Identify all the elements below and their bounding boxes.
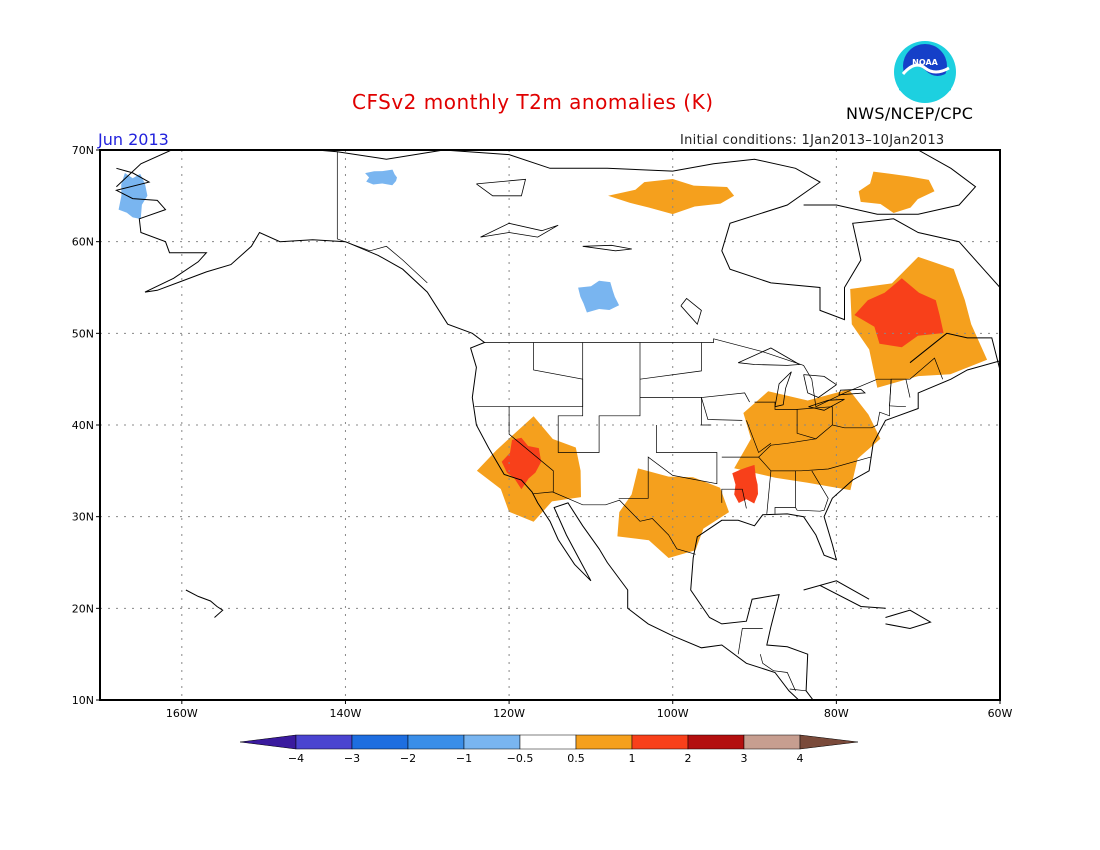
anomaly-region-alaska-cool: [118, 173, 148, 219]
border-line: [532, 491, 696, 555]
anomaly-region-southwest-us-hot: [501, 437, 542, 490]
coastlines: [114, 150, 1000, 700]
anomaly-region-labrador-warm: [858, 171, 935, 213]
lake-outline: [803, 374, 838, 398]
colorbar-swatch: [351, 734, 409, 750]
colorbar-swatch: [687, 734, 745, 750]
forecast-month: Jun 2013: [98, 130, 169, 149]
agency-label: NWS/NCEP/CPC: [846, 104, 974, 123]
colorbar-label: 4: [797, 752, 804, 765]
colorbar-swatch: [631, 734, 689, 750]
lat-tick-label: 30N: [72, 511, 94, 524]
border-line: [618, 425, 718, 499]
border-line: [759, 654, 796, 691]
lake-outline: [480, 222, 559, 238]
border-line: [639, 342, 702, 380]
latitude-ticks: 70N 60N 50N 40N 30N 20N 10N: [72, 144, 100, 707]
lake-outline: [838, 388, 866, 396]
anomaly-region-northern-canada-warm: [608, 179, 735, 215]
coastline: [909, 332, 1000, 371]
map-title: CFSv2 monthly T2m anomalies (K): [352, 90, 714, 114]
colorbar-label: 2: [685, 752, 692, 765]
longitude-ticks: 160W 140W 120W 100W 80W 60W: [166, 700, 1013, 720]
lake-outline: [476, 178, 527, 197]
border-line: [795, 470, 829, 512]
noaa-logo-icon: NOAA: [894, 41, 956, 103]
border-line: [336, 151, 428, 284]
anomaly-region-quebec-hot: [854, 278, 944, 348]
border-line: [557, 342, 641, 453]
colorbar-swatch: [575, 734, 633, 750]
anomaly-region-south-central-us-warm: [617, 468, 729, 558]
border-line: [721, 488, 747, 509]
lon-tick-label: 60W: [988, 707, 1013, 720]
colorbar-swatch: [463, 734, 521, 750]
coastline: [690, 360, 1000, 700]
lon-tick-label: 100W: [657, 707, 689, 720]
border-line: [766, 470, 796, 514]
lat-tick-label: 60N: [72, 236, 94, 249]
lat-tick-label: 10N: [72, 694, 94, 707]
colorbar-swatch: [295, 734, 353, 750]
coastline: [803, 150, 977, 215]
logo-text: NOAA: [912, 58, 938, 67]
colorbar: −4 −3 −2 −1 −0.5 0.5 1 2 3 4: [239, 734, 859, 765]
border-line: [508, 406, 554, 492]
colorbar-label: 0.5: [567, 752, 585, 765]
colorbar-label: −2: [400, 752, 416, 765]
colorbar-label: −0.5: [507, 752, 534, 765]
lake-outline: [680, 297, 702, 326]
lon-tick-label: 140W: [330, 707, 362, 720]
colorbar-label: −1: [456, 752, 472, 765]
lon-tick-label: 80W: [824, 707, 849, 720]
colorbar-label: −4: [288, 752, 304, 765]
initial-conditions: Initial conditions: 1Jan2013–10Jan2013: [680, 133, 945, 148]
lake-outline: [738, 347, 801, 366]
border-line: [789, 688, 807, 692]
anomaly-region-west-canada-cool: [578, 280, 620, 313]
border-line: [796, 409, 833, 440]
lat-tick-label: 20N: [72, 602, 94, 615]
grid-lines: [100, 150, 1000, 700]
coastline: [803, 580, 886, 609]
lon-tick-label: 160W: [166, 707, 198, 720]
anomaly-shading: [118, 169, 988, 558]
colorbar-swatch: [743, 734, 801, 750]
border-line: [700, 392, 750, 421]
colorbar-label: 3: [741, 752, 748, 765]
lake-outline: [808, 398, 845, 411]
colorbar-swatch: [519, 734, 577, 750]
coastline: [885, 609, 932, 630]
colorbar-swatch: [407, 734, 465, 750]
border-line: [474, 342, 584, 408]
border-line: [737, 628, 763, 655]
lat-tick-label: 70N: [72, 144, 94, 157]
lake-outline: [582, 244, 632, 252]
coastline: [116, 150, 1000, 321]
anomaly-region-east-us-warm: [734, 389, 881, 491]
border-line: [640, 397, 712, 426]
colorbar-label: −3: [344, 752, 360, 765]
coastline: [185, 589, 224, 618]
colorbar-label: 1: [629, 752, 636, 765]
lon-tick-label: 120W: [493, 707, 525, 720]
anomaly-region-nw-canada-cool: [365, 169, 397, 186]
border-line: [484, 338, 944, 408]
border-line: [746, 420, 772, 454]
coastline: [114, 167, 800, 700]
border-line: [889, 378, 911, 408]
border-line: [758, 438, 816, 458]
lake-outline: [774, 371, 792, 408]
colorbar-right-arrow: [799, 734, 859, 750]
lat-tick-label: 50N: [72, 327, 94, 340]
anomaly-region-mississippi-hot: [732, 464, 758, 504]
lat-tick-label: 40N: [72, 419, 94, 432]
colorbar-left-arrow: [239, 734, 297, 750]
